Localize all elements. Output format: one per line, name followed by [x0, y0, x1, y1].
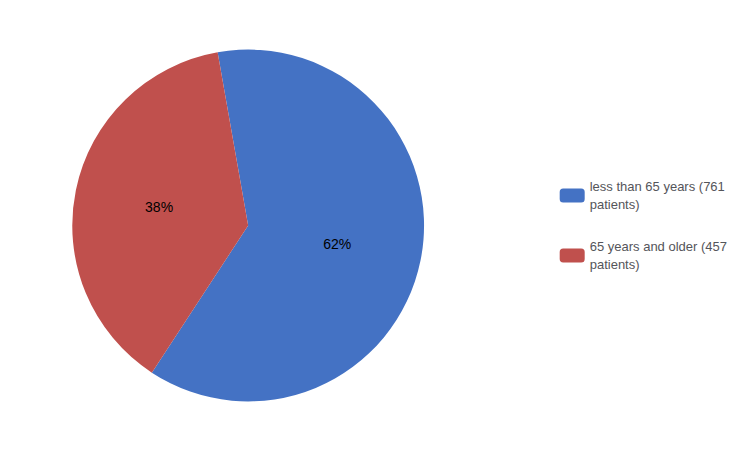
svg-text:less than 65 years (761: less than 65 years (761 — [590, 179, 725, 194]
svg-text:38%: 38% — [145, 199, 173, 215]
svg-text:patients): patients) — [590, 197, 640, 212]
svg-text:62%: 62% — [323, 236, 351, 252]
svg-text:65 years and older (457: 65 years and older (457 — [590, 239, 727, 254]
svg-text:patients): patients) — [590, 257, 640, 272]
